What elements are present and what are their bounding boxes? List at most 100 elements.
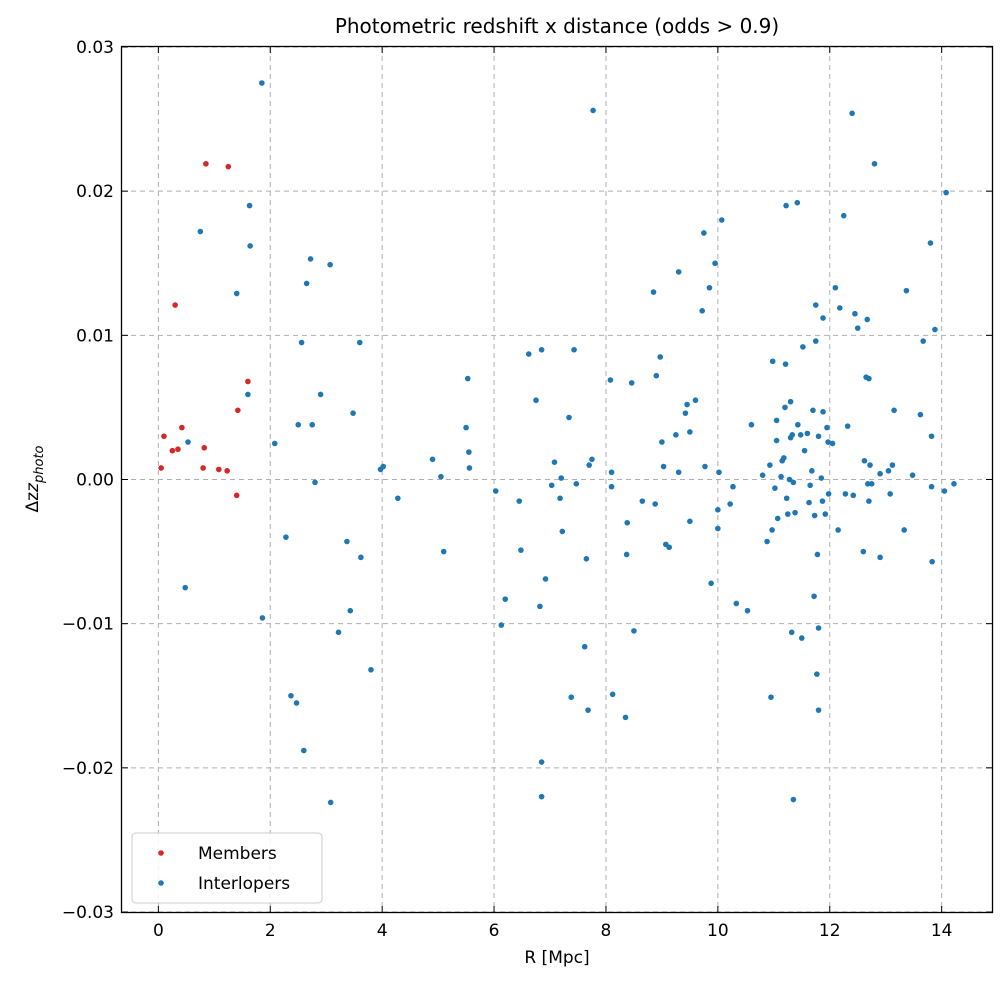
data-point-interlopers: [819, 498, 826, 504]
y-axis-label-subscript: photo: [32, 445, 47, 484]
data-point-members: [235, 407, 241, 414]
data-point-interlopers: [820, 408, 826, 415]
data-point-interlopers: [586, 462, 592, 468]
legend-label-members: Members: [198, 844, 277, 864]
data-point-interlopers: [293, 700, 300, 706]
data-point-interlopers: [844, 423, 851, 429]
data-point-interlopers: [951, 481, 957, 487]
data-point-interlopers: [824, 424, 830, 431]
data-point-interlopers: [659, 439, 665, 445]
data-point-interlopers: [288, 692, 294, 699]
data-point-interlopers: [327, 799, 334, 806]
data-point-interlopers: [867, 462, 873, 468]
data-point-interlopers: [585, 707, 591, 713]
data-point-members: [161, 433, 167, 440]
data-point-interlopers: [708, 580, 714, 587]
data-point-interlopers: [815, 707, 822, 713]
data-point-interlopers: [773, 417, 780, 424]
data-point-interlopers: [558, 475, 564, 481]
data-point-members: [203, 160, 209, 167]
data-point-interlopers: [783, 495, 790, 502]
data-point-interlopers: [811, 512, 818, 519]
data-point-interlopers: [559, 528, 566, 535]
data-point-interlopers: [812, 302, 819, 308]
data-point-interlopers: [772, 485, 778, 491]
y-axis-label-symbol: Δz: [23, 492, 43, 513]
data-point-interlopers: [608, 469, 615, 476]
ticks: 0 2 4 6 8 10 12 14 −0.03 −0.02 −0.01 0.00 0.01 0.02 0.…: [62, 38, 992, 941]
data-point-interlopers: [784, 511, 791, 517]
y-tick-label: 0.00: [76, 471, 114, 491]
data-point-interlopers: [718, 217, 725, 223]
data-point-interlopers: [786, 476, 793, 483]
y-tick-label: 0.03: [76, 38, 114, 58]
data-point-interlopers: [909, 472, 916, 478]
data-point-interlopers: [438, 473, 444, 480]
data-point-interlopers: [607, 377, 614, 383]
data-point-members: [215, 466, 222, 473]
data-point-interlopers: [928, 433, 935, 440]
data-point-interlopers: [440, 548, 447, 555]
data-point-interlopers: [782, 404, 788, 411]
data-point-interlopers: [727, 501, 733, 507]
data-point-interlopers: [358, 554, 364, 561]
data-point-interlopers: [943, 189, 949, 196]
x-tick-label: 4: [377, 921, 388, 941]
data-point-interlopers: [557, 495, 563, 502]
data-point-members: [233, 492, 240, 499]
data-point-interlopers: [801, 447, 808, 454]
data-point-interlopers: [631, 628, 637, 634]
data-point-interlopers: [350, 410, 356, 416]
data-point-interlopers: [395, 495, 401, 502]
data-point-interlopers: [809, 468, 815, 474]
data-point-interlopers: [566, 414, 572, 421]
data-point-interlopers: [928, 483, 935, 490]
data-point-interlopers: [885, 468, 892, 474]
data-point-interlopers: [794, 199, 801, 206]
data-point-members: [245, 378, 251, 385]
data-point-interlopers: [840, 212, 847, 219]
data-point-interlopers: [769, 527, 775, 533]
data-point-interlopers: [628, 380, 635, 386]
data-point-interlopers: [466, 449, 472, 455]
data-point-interlopers: [864, 481, 871, 487]
y-axis-label-z: z: [23, 482, 43, 493]
data-point-interlopers: [538, 759, 545, 765]
data-point-interlopers: [929, 558, 935, 565]
data-point-interlopers: [537, 603, 543, 610]
data-point-interlopers: [877, 470, 883, 477]
data-point-interlopers: [778, 473, 784, 480]
data-point-interlopers: [798, 635, 805, 641]
data-point-interlopers: [901, 527, 907, 533]
data-point-interlopers: [773, 437, 780, 444]
data-point-interlopers: [861, 457, 868, 464]
data-point-members: [169, 447, 176, 454]
data-point-interlopers: [811, 593, 817, 600]
data-point-interlopers: [623, 551, 630, 558]
data-point-interlopers: [589, 456, 595, 463]
data-point-interlopers: [716, 469, 722, 476]
legend-label-interlopers: Interlopers: [198, 874, 290, 894]
data-point-interlopers: [548, 482, 555, 489]
data-point-members: [200, 465, 206, 471]
data-point-interlopers: [787, 398, 794, 405]
data-point-interlopers: [533, 397, 539, 404]
data-point-interlopers: [590, 107, 596, 114]
data-point-interlopers: [682, 410, 689, 416]
data-point-interlopers: [812, 338, 819, 344]
data-point-interlopers: [380, 463, 387, 470]
data-point-interlopers: [782, 361, 789, 367]
data-point-interlopers: [525, 351, 532, 357]
data-point-interlopers: [768, 694, 774, 700]
data-point-interlopers: [814, 551, 821, 558]
x-tick-label: 6: [489, 921, 500, 941]
data-point-interlopers: [185, 439, 191, 445]
data-point-interlopers: [317, 391, 324, 398]
data-point-interlopers: [820, 315, 826, 321]
data-point-interlopers: [932, 326, 938, 333]
legend: Members Interlopers: [131, 832, 323, 904]
data-point-interlopers: [542, 576, 549, 582]
data-point-interlopers: [788, 629, 795, 636]
data-point-interlopers: [767, 462, 773, 468]
